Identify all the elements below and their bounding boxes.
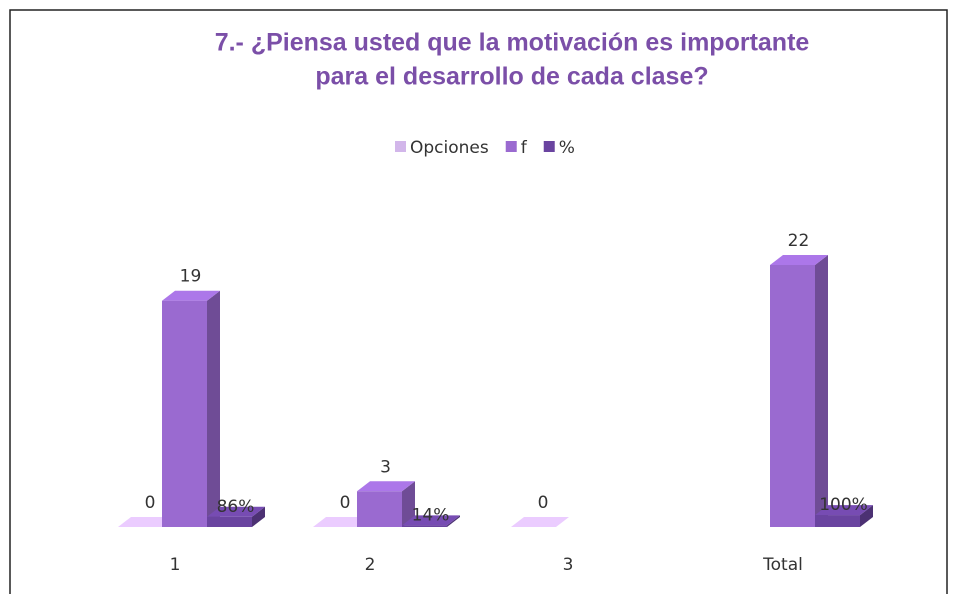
bar-front	[815, 515, 860, 527]
data-label: 3	[380, 457, 391, 477]
x-tick-label: 1	[170, 555, 181, 575]
bar-side	[815, 255, 828, 527]
x-tick-label: 3	[563, 555, 574, 575]
data-label: 19	[180, 267, 202, 287]
data-label: 22	[788, 231, 810, 251]
bar-top	[770, 255, 828, 265]
legend-swatch	[395, 141, 406, 152]
x-tick-label: 2	[365, 555, 376, 575]
chart-title: para el desarrollo de cada clase?	[315, 63, 708, 91]
bar	[207, 506, 265, 527]
bar-side	[860, 505, 873, 527]
legend-label: Opciones	[410, 138, 489, 158]
data-label: 86%	[217, 497, 255, 517]
bar	[815, 505, 873, 527]
bar	[118, 517, 176, 527]
bar-top	[511, 517, 569, 527]
data-label: 14%	[412, 505, 450, 525]
bar-top	[402, 515, 460, 526]
bar-front	[162, 300, 207, 527]
legend-swatch	[543, 141, 555, 152]
bar	[357, 481, 415, 527]
bar-side	[252, 506, 265, 527]
bar	[511, 517, 569, 527]
bar-front	[357, 491, 402, 527]
bar-front	[207, 516, 252, 527]
bar-front	[770, 265, 815, 527]
legend-label: %	[559, 138, 575, 158]
bar-top	[118, 517, 176, 527]
bar-side	[207, 290, 220, 527]
bar-front	[402, 525, 447, 527]
bar-top	[815, 505, 873, 516]
bar	[770, 255, 828, 527]
bar-top	[162, 290, 220, 301]
bar	[402, 515, 460, 527]
bar	[162, 290, 220, 527]
data-label: 0	[145, 493, 156, 513]
data-label: 0	[340, 493, 351, 513]
bar-top	[313, 517, 371, 527]
bar-top	[207, 506, 265, 517]
data-label: 100%	[819, 495, 868, 515]
bar	[313, 517, 371, 527]
chart-title: 7.- ¿Piensa usted que la motivación es i…	[215, 29, 810, 57]
legend-swatch	[505, 141, 517, 152]
legend-label: f	[521, 138, 528, 158]
bar-side	[447, 515, 460, 527]
bar-top	[357, 481, 415, 492]
x-tick-label: Total	[762, 555, 803, 575]
data-label: 0	[538, 493, 549, 513]
bar-side	[402, 481, 415, 527]
